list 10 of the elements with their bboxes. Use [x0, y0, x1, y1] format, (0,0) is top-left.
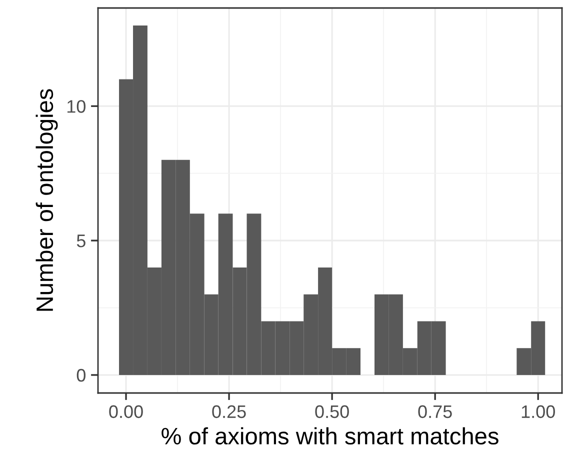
x-tick-label: 0.25: [212, 405, 246, 418]
x-tick-label: 0.75: [418, 405, 452, 418]
x-tick-label: 0.50: [315, 405, 349, 418]
y-tick-label: 10: [67, 100, 86, 113]
x-axis-title: % of axioms with smart matches: [162, 427, 498, 445]
y-axis-title: Number of ontologies: [36, 89, 58, 311]
y-tick-label: 0: [76, 368, 86, 382]
y-tick-label: 5: [76, 234, 86, 248]
x-tick-label: 0.00: [109, 405, 143, 418]
x-tick-label: 1.00: [522, 405, 555, 418]
